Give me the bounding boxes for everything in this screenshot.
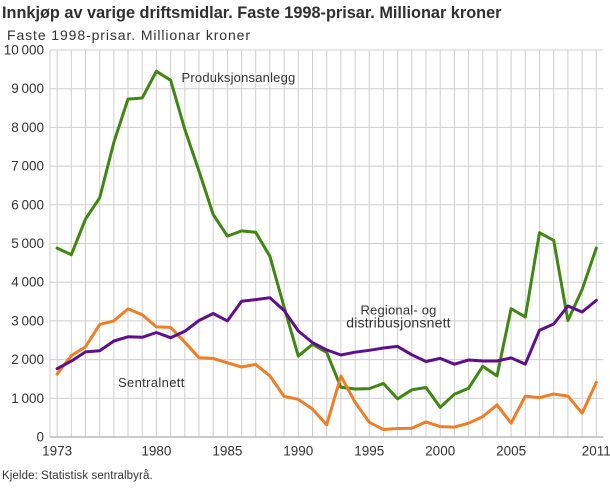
svg-text:3 000: 3 000 [11, 313, 44, 328]
svg-text:2 000: 2 000 [11, 352, 44, 367]
svg-text:1995: 1995 [354, 444, 384, 459]
svg-text:Sentralnett: Sentralnett [118, 375, 185, 390]
svg-text:2000: 2000 [425, 444, 455, 459]
svg-text:2005: 2005 [496, 444, 526, 459]
svg-text:Kjelde: Statistisk sentralbyrå: Kjelde: Statistisk sentralbyrå. [2, 470, 153, 482]
svg-text:Produksjonsanlegg: Produksjonsanlegg [182, 70, 296, 85]
svg-text:Innkjøp av varige driftsmidlar: Innkjøp av varige driftsmidlar. Faste 19… [2, 4, 502, 22]
svg-text:9 000: 9 000 [11, 81, 44, 96]
svg-text:2011: 2011 [582, 444, 610, 459]
svg-text:Regional- og: Regional- og [360, 303, 436, 318]
svg-text:5 000: 5 000 [11, 236, 44, 251]
svg-text:1990: 1990 [283, 444, 313, 459]
svg-text:distribusjonsnett: distribusjonsnett [346, 315, 451, 331]
svg-text:4 000: 4 000 [11, 275, 44, 290]
svg-text:10 000: 10 000 [4, 43, 44, 58]
svg-text:1 000: 1 000 [11, 391, 44, 406]
svg-text:1985: 1985 [212, 444, 242, 459]
svg-text:1980: 1980 [141, 444, 171, 459]
svg-text:1973: 1973 [42, 444, 72, 459]
svg-text:8 000: 8 000 [11, 120, 44, 135]
svg-text:0: 0 [36, 430, 44, 445]
svg-text:Faste 1998-prisar. Millionar k: Faste 1998-prisar. Millionar kroner [7, 27, 251, 43]
svg-text:7 000: 7 000 [11, 159, 44, 174]
svg-text:6 000: 6 000 [11, 197, 44, 212]
